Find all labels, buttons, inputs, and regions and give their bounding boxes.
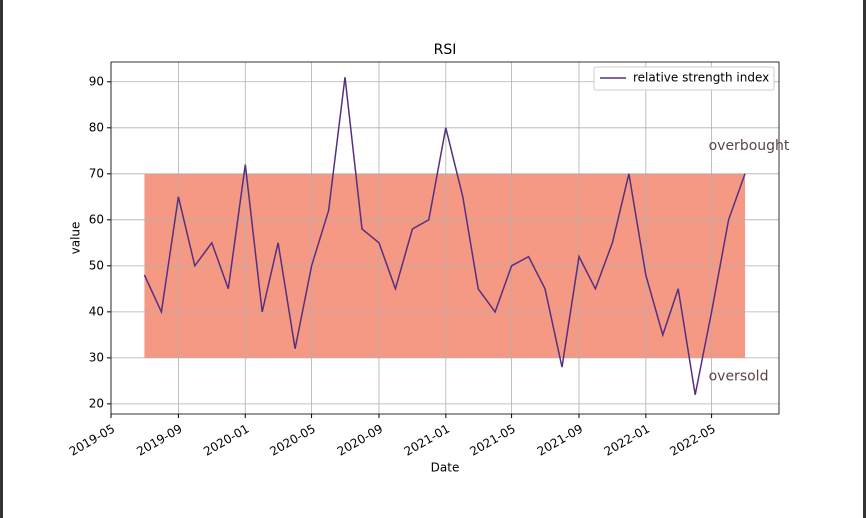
chart-title: RSI: [434, 42, 457, 58]
y-tick-label: 40: [89, 304, 104, 318]
x-tick-label: 2022-05: [667, 422, 717, 459]
y-tick-label: 70: [89, 166, 104, 180]
window-border: [0, 0, 3, 518]
x-tick-label: 2020-09: [335, 422, 385, 459]
x-tick-label: 2020-05: [267, 422, 317, 459]
annotation: oversold: [709, 368, 769, 384]
annotation: overbought: [709, 138, 790, 154]
y-tick-label: 60: [89, 212, 104, 226]
legend-box: [593, 66, 775, 91]
y-tick-label: 50: [89, 258, 104, 272]
line: [143, 77, 746, 395]
y-tick-label: 20: [89, 396, 104, 410]
y-tick-label: 90: [89, 74, 104, 88]
x-tick-label: 2020-01: [201, 422, 251, 459]
y-axis-label: value: [69, 222, 83, 255]
x-tick-label: 2021-01: [402, 422, 452, 459]
window-border: [863, 0, 866, 518]
x-tick-label: 2019-05: [67, 422, 117, 459]
x-axis-label: Date: [431, 461, 460, 475]
legend: relative strength index: [593, 66, 775, 91]
x-tick-label: 2022-01: [602, 422, 652, 459]
y-tick-label: 80: [89, 120, 104, 134]
axes-frame: [110, 61, 780, 415]
y-tick-label: 30: [89, 350, 104, 364]
legend-label: relative strength index: [633, 71, 769, 85]
x-tick-label: 2021-05: [467, 422, 517, 459]
x-tick-label: 2019-09: [134, 422, 184, 459]
x-tick-label: 2021-09: [535, 422, 585, 459]
